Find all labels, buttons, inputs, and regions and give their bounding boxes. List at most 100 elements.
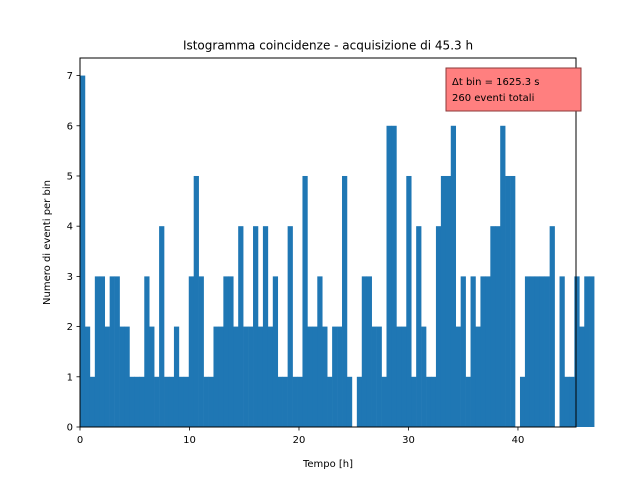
histogram-bar	[480, 276, 486, 427]
histogram-bar	[505, 175, 511, 427]
histogram-bar	[178, 376, 185, 427]
histogram-bar	[154, 376, 160, 427]
x-axis: 0 10 20 30 40	[77, 427, 525, 446]
x-tick-label: 20	[293, 435, 306, 446]
histogram-bar	[376, 326, 382, 427]
histogram-bar	[356, 376, 363, 427]
annotation-line-1: Δt bin = 1625.3 s	[452, 77, 540, 88]
histogram-bar	[406, 175, 412, 427]
histogram-bar	[549, 226, 555, 427]
histogram-bar	[346, 376, 353, 427]
histogram-bar	[159, 226, 165, 427]
histogram-bar	[529, 276, 536, 427]
histogram-bar	[465, 376, 471, 427]
histogram-bar	[307, 326, 313, 427]
histogram-bar	[539, 276, 545, 427]
histogram-bar	[89, 376, 96, 427]
histogram-bar	[287, 226, 293, 427]
histogram-bar	[302, 175, 308, 427]
histogram-bar	[584, 276, 590, 427]
histogram-bar	[569, 376, 575, 427]
histogram-bar	[109, 276, 115, 427]
histogram-bar	[495, 226, 501, 427]
x-tick-label: 40	[512, 435, 525, 446]
histogram-bar	[391, 125, 397, 427]
histogram-bar	[124, 326, 130, 427]
histogram-bar	[168, 376, 175, 427]
histogram-bar	[99, 276, 106, 427]
histogram-bar	[386, 125, 392, 427]
histogram-bar	[366, 276, 372, 427]
histogram-bar	[253, 226, 259, 427]
x-axis-label: Tempo [h]	[302, 459, 353, 470]
histogram-bar	[267, 326, 274, 427]
x-tick-label: 30	[402, 435, 415, 446]
histogram-bar	[435, 226, 442, 427]
plot-frame	[79, 57, 577, 428]
histogram-bar	[272, 276, 279, 427]
histogram-bar	[203, 376, 209, 427]
histogram-bar	[574, 276, 580, 427]
histogram-bar	[188, 276, 194, 427]
histogram-bar	[371, 326, 377, 427]
histogram-bar	[411, 376, 417, 427]
y-axis: 0 1 2 3 4 5 6 7	[67, 71, 80, 434]
histogram-bar	[218, 326, 224, 427]
y-tick-label: 7	[67, 71, 73, 82]
histogram-bar	[213, 326, 219, 427]
histogram-bar	[485, 276, 491, 427]
histogram-bar	[193, 175, 199, 427]
histogram-bar	[257, 326, 264, 427]
histogram-bar	[238, 226, 244, 427]
y-tick-label: 1	[67, 372, 73, 383]
histogram-bar	[282, 376, 288, 427]
histogram-bar	[559, 276, 565, 427]
histogram-bar	[327, 376, 333, 427]
histogram-bar	[248, 326, 254, 427]
histogram-bar	[80, 75, 86, 427]
x-tick-label: 10	[183, 435, 196, 446]
annotation-line-2: 260 eventi totali	[452, 93, 534, 104]
histogram-bar	[500, 125, 506, 427]
histogram-bar	[544, 276, 550, 427]
histogram-bar	[337, 326, 343, 427]
histogram-bar	[243, 326, 249, 427]
histogram-bar	[223, 276, 229, 427]
y-axis-label: Numero di eventi per bin	[42, 180, 53, 305]
histogram-bar	[312, 326, 318, 427]
histogram-bar	[421, 326, 427, 427]
histogram-bar	[440, 175, 447, 427]
histogram-bar	[342, 175, 348, 427]
y-tick-label: 3	[67, 272, 73, 283]
histogram-bar	[519, 376, 526, 427]
histogram-bar	[322, 326, 328, 427]
histogram-bar	[470, 276, 476, 427]
histogram-bar	[381, 376, 387, 427]
histogram-bar	[455, 326, 461, 427]
histogram-bar	[317, 276, 323, 427]
histogram-bar	[490, 226, 496, 427]
histogram-bar	[361, 276, 368, 427]
y-tick-label: 0	[67, 423, 73, 434]
histogram-bar	[475, 326, 481, 427]
bars-group	[80, 75, 595, 427]
histogram-bar	[144, 276, 150, 427]
histogram-bar	[173, 326, 180, 427]
annotation-box: Δt bin = 1625.3 s 260 eventi totali	[445, 67, 582, 112]
histogram-bar	[228, 276, 234, 427]
histogram-bar	[262, 226, 269, 427]
histogram-bar	[524, 276, 531, 427]
histogram-bar	[134, 376, 140, 427]
histogram-bar	[510, 175, 516, 427]
histogram-bar	[164, 376, 170, 427]
histogram-bar	[114, 276, 120, 427]
y-tick-label: 4	[67, 222, 73, 233]
chart-title: Istogramma coincidenze - acquisizione di…	[183, 39, 473, 53]
histogram-bar	[139, 376, 145, 427]
histogram-bar	[416, 226, 422, 427]
histogram-bar	[297, 376, 303, 427]
histogram-bar	[332, 326, 338, 427]
histogram-bar	[579, 326, 585, 427]
histogram-bar	[84, 326, 91, 427]
